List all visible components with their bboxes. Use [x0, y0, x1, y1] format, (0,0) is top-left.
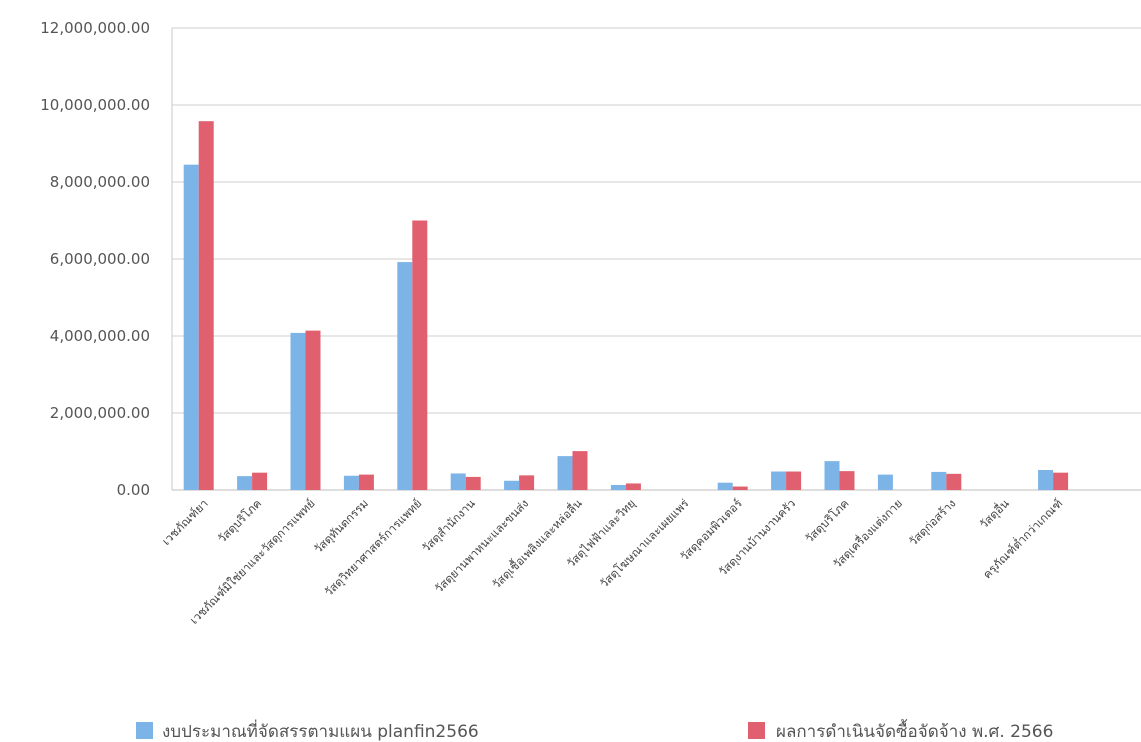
bar-budget — [877, 474, 893, 490]
x-tick-label: วัสดุก่อสร้าง — [906, 496, 958, 548]
bar-budget — [610, 484, 626, 490]
bar-actual — [786, 471, 802, 490]
bar-actual — [358, 474, 374, 490]
y-tick-label: 2,000,000.00 — [50, 404, 150, 422]
bars — [183, 121, 1069, 491]
grid-lines — [171, 27, 1141, 491]
bar-budget — [1038, 469, 1054, 490]
bar-actual — [305, 330, 321, 490]
legend-swatch — [136, 722, 153, 739]
x-tick-label: วัสดุบริโภค — [215, 496, 264, 545]
y-axis: 12,000,000.00 10,000,000.00 8,000,000.00 6,… — [40, 19, 150, 499]
bar-budget — [450, 473, 466, 490]
y-tick-label: 6,000,000.00 — [50, 250, 150, 268]
bar-budget — [557, 456, 573, 490]
bar-actual — [839, 471, 855, 490]
bar-actual — [946, 473, 962, 490]
bar-budget — [343, 475, 359, 490]
x-tick-label: วัสดุวิทยาศาสตร์การแพทย์ — [322, 496, 425, 599]
bar-actual — [732, 486, 748, 490]
bar-actual — [412, 220, 428, 490]
bar-actual — [1053, 472, 1069, 490]
bar-budget — [824, 461, 840, 490]
bar-budget — [931, 471, 947, 490]
x-tick-label: วัสดุยานพาหนะและขนส่ง — [432, 496, 531, 595]
legend-label: งบประมาณที่จัดสรรตามแผน planfin2566 — [162, 719, 479, 742]
y-tick-label: 4,000,000.00 — [50, 327, 150, 345]
bar-actual — [465, 476, 481, 490]
x-tick-label: เวชภัณฑ์ยา — [159, 496, 211, 548]
x-tick-label: วัสดุสำนักงาน — [419, 496, 478, 555]
bar-actual — [198, 121, 214, 491]
bar-budget — [237, 476, 253, 490]
bar-actual — [625, 483, 641, 490]
y-tick-label: 12,000,000.00 — [40, 19, 150, 37]
y-tick-label: 10,000,000.00 — [40, 96, 150, 114]
bar-actual — [252, 472, 268, 490]
x-tick-label: วัสดุทันตกรรม — [311, 496, 371, 556]
bar-budget — [504, 480, 520, 490]
x-tick-label: วัสดุบริโภค — [802, 496, 851, 545]
y-tick-label: 8,000,000.00 — [50, 173, 150, 191]
x-tick-label: วัสดุโฆษณาและเผยแพร่ — [597, 496, 691, 590]
bar-actual — [572, 451, 588, 490]
bar-budget — [771, 471, 787, 490]
legend: งบประมาณที่จัดสรรตามแผน planfin2566 ผลการ… — [136, 719, 1053, 742]
bar-budget — [397, 262, 413, 490]
bar-budget — [717, 482, 733, 490]
bar-budget — [183, 164, 199, 491]
y-tick-label: 0.00 — [117, 481, 150, 499]
legend-label: ผลการดำเนินจัดซื้อจัดจ้าง พ.ศ. 2566 — [776, 719, 1053, 742]
bar-actual — [519, 475, 535, 490]
legend-swatch — [748, 722, 765, 739]
x-axis: เวชภัณฑ์ยา วัสดุบริโภคเวชภัณฑ์มิใช่ยาและว… — [159, 495, 1065, 626]
bar-budget — [290, 332, 306, 490]
x-tick-label: วัสดุอื่น — [976, 495, 1012, 531]
x-tick-label: วัสดุเชื้อเพลิงและหล่อลื่น — [489, 495, 585, 591]
